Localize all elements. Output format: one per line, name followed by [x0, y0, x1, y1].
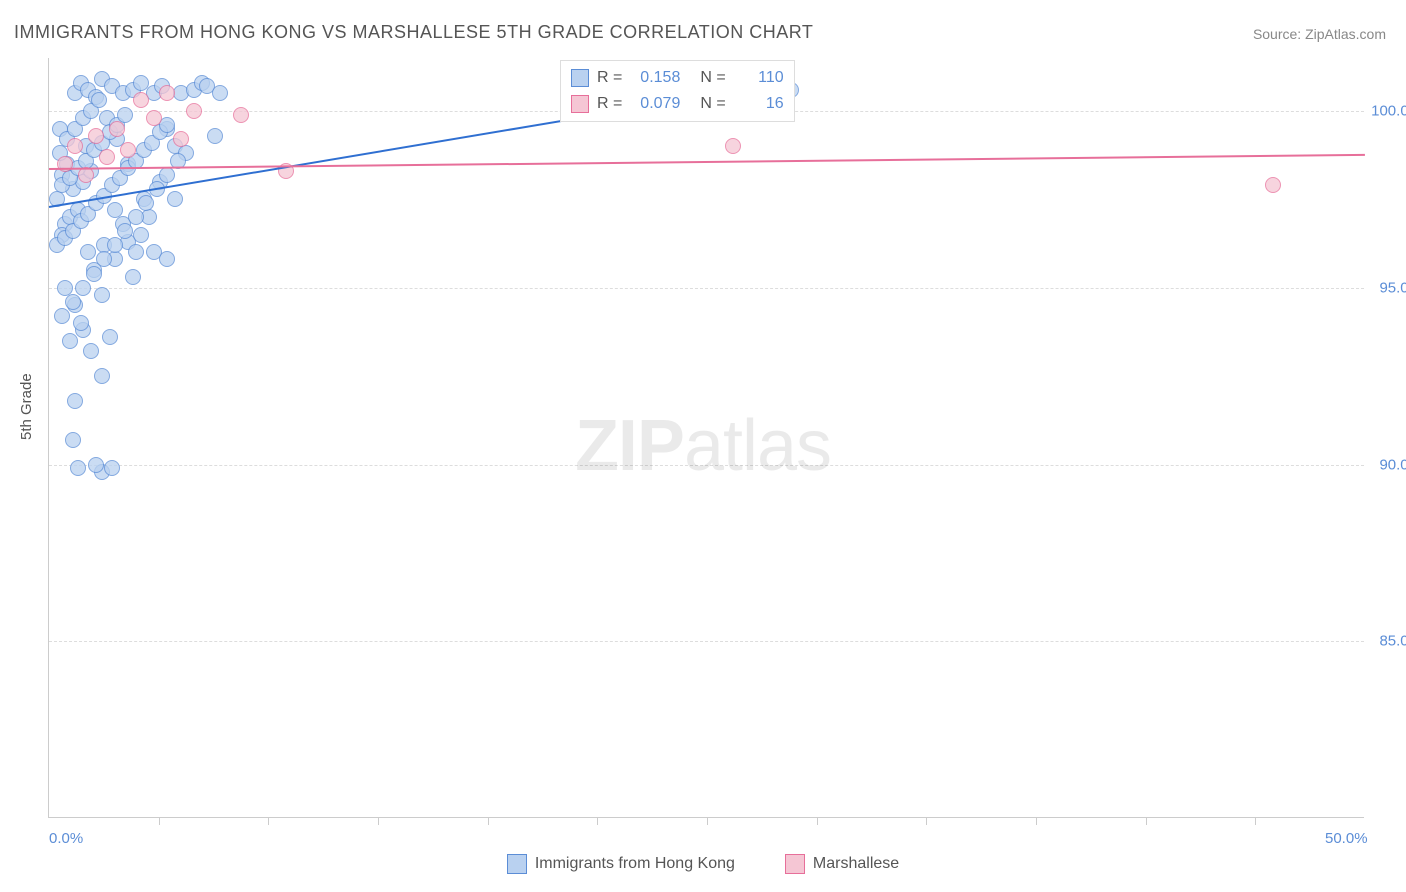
legend-item: Marshallese [785, 854, 899, 874]
stats-n-val: 110 [734, 69, 784, 87]
chart-title: IMMIGRANTS FROM HONG KONG VS MARSHALLESE… [14, 22, 813, 43]
legend-item: Immigrants from Hong Kong [507, 854, 735, 874]
data-point [167, 191, 183, 207]
gridline [49, 641, 1364, 642]
data-point [88, 128, 104, 144]
x-minor-tick [817, 817, 818, 825]
y-tick-label: 85.0% [1379, 633, 1406, 650]
x-minor-tick [159, 817, 160, 825]
data-point [173, 131, 189, 147]
x-minor-tick [488, 817, 489, 825]
data-point [128, 209, 144, 225]
data-point [120, 142, 136, 158]
stats-r-val: 0.158 [630, 69, 680, 87]
stats-box: R = 0.158 N = 110 R = 0.079 N = 16 [560, 60, 795, 122]
x-minor-tick [707, 817, 708, 825]
legend-swatch [507, 854, 527, 874]
data-point [54, 308, 70, 324]
bottom-legend: Immigrants from Hong Kong Marshallese [0, 854, 1406, 874]
data-point [91, 92, 107, 108]
data-point [67, 138, 83, 154]
data-point [125, 269, 141, 285]
data-point [65, 294, 81, 310]
x-minor-tick [1146, 817, 1147, 825]
data-point [104, 460, 120, 476]
data-point [73, 315, 89, 331]
x-tick-label: 0.0% [49, 830, 83, 847]
data-point [159, 167, 175, 183]
data-point [1265, 177, 1281, 193]
stats-swatch [571, 95, 589, 113]
y-tick-label: 100.0% [1371, 103, 1406, 120]
y-axis-title: 5th Grade [18, 373, 35, 440]
stats-row: R = 0.158 N = 110 [571, 65, 784, 91]
data-point [128, 244, 144, 260]
data-point [94, 368, 110, 384]
gridline [49, 288, 1364, 289]
stats-swatch [571, 69, 589, 87]
x-minor-tick [597, 817, 598, 825]
data-point [83, 343, 99, 359]
stats-r-val: 0.079 [630, 95, 680, 113]
data-point [67, 393, 83, 409]
data-point [65, 432, 81, 448]
gridline [49, 465, 1364, 466]
data-point [88, 457, 104, 473]
data-point [133, 92, 149, 108]
legend-label: Immigrants from Hong Kong [535, 855, 735, 873]
data-point [109, 121, 125, 137]
data-point [86, 266, 102, 282]
stats-r-label: R = [597, 95, 622, 113]
data-point [99, 149, 115, 165]
data-point [102, 329, 118, 345]
x-tick-label: 50.0% [1325, 830, 1368, 847]
stats-r-label: R = [597, 69, 622, 87]
data-point [133, 227, 149, 243]
data-point [159, 85, 175, 101]
data-point [117, 223, 133, 239]
data-point [70, 460, 86, 476]
data-point [107, 237, 123, 253]
data-point [96, 251, 112, 267]
data-point [138, 195, 154, 211]
legend-label: Marshallese [813, 855, 899, 873]
data-point [725, 138, 741, 154]
stats-n-label: N = [700, 69, 725, 87]
data-point [159, 251, 175, 267]
x-minor-tick [268, 817, 269, 825]
stats-row: R = 0.079 N = 16 [571, 91, 784, 117]
data-point [207, 128, 223, 144]
legend-swatch [785, 854, 805, 874]
data-point [212, 85, 228, 101]
trend-line [49, 153, 1365, 169]
data-point [233, 107, 249, 123]
data-point [146, 110, 162, 126]
x-minor-tick [378, 817, 379, 825]
data-point [94, 287, 110, 303]
data-point [75, 280, 91, 296]
stats-n-label: N = [700, 95, 725, 113]
x-minor-tick [1036, 817, 1037, 825]
x-minor-tick [926, 817, 927, 825]
data-point [62, 333, 78, 349]
source-label: Source: ZipAtlas.com [1253, 26, 1386, 42]
plot-area: 85.0%90.0%95.0%100.0%0.0%50.0% [48, 58, 1364, 818]
x-minor-tick [1255, 817, 1256, 825]
stats-n-val: 16 [734, 95, 784, 113]
data-point [186, 103, 202, 119]
y-tick-label: 95.0% [1379, 279, 1406, 296]
y-tick-label: 90.0% [1379, 456, 1406, 473]
data-point [80, 244, 96, 260]
